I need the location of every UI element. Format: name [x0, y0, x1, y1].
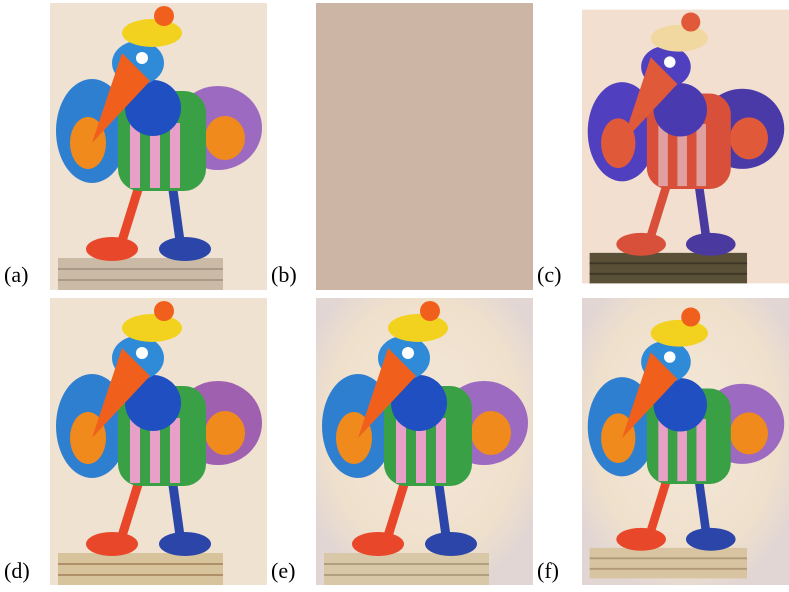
panel-label: (b) [271, 262, 297, 287]
image [316, 298, 533, 585]
image [582, 304, 789, 579]
panel-label: (f) [537, 558, 559, 583]
image [582, 9, 789, 284]
panel-a: (a) [4, 3, 267, 290]
panel-c: (c) [537, 9, 789, 287]
panel-e: (e) [271, 298, 533, 585]
panel-b: (b) [271, 3, 533, 290]
panel-d: (d) [4, 298, 267, 585]
panel-label: (a) [4, 262, 28, 287]
panel-label: (c) [537, 262, 561, 287]
panel-label: (e) [271, 558, 295, 583]
image [50, 298, 267, 585]
image [50, 3, 267, 290]
panel-label: (d) [4, 558, 30, 583]
panel-f: (f) [537, 298, 789, 585]
image [316, 3, 533, 290]
